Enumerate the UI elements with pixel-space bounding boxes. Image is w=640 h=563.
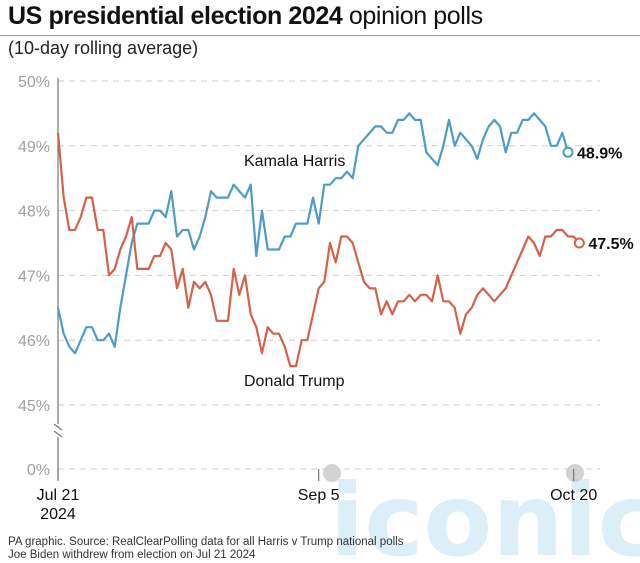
- y-axis-break: [53, 423, 63, 438]
- harris-line: [56, 112, 570, 355]
- biden-note: Joe Biden withdrew from election on Jul …: [8, 549, 256, 561]
- watermark-dot: [323, 464, 341, 482]
- series-end-label: 47.5%: [588, 236, 633, 253]
- x-tick-label: Oct 20: [550, 487, 597, 504]
- series-end-label: 48.9%: [577, 145, 622, 162]
- series-lines: 48.9% Kamala Harris 47.5% Donald Trump: [56, 112, 634, 390]
- gridlines: [58, 80, 600, 470]
- title-rule: [0, 35, 640, 36]
- trump-end-marker: [573, 237, 585, 249]
- y-tick-label: 48%: [18, 204, 50, 221]
- title-light: opinion polls: [342, 2, 483, 30]
- title-bold: US presidential election 2024: [8, 2, 343, 30]
- y-tick-label: 0%: [27, 462, 50, 479]
- y-tick-label: 50%: [18, 74, 50, 91]
- source-note: PA graphic. Source: RealClearPolling dat…: [8, 536, 404, 548]
- series-name-label: Donald Trump: [244, 373, 345, 390]
- x-tick-label: Jul 21: [37, 487, 80, 504]
- y-tick-label: 45%: [18, 398, 50, 415]
- watermark-dot: [566, 464, 584, 482]
- harris-end-marker: [562, 146, 574, 158]
- trump-line: [56, 132, 581, 368]
- y-tick-label: 47%: [18, 268, 50, 285]
- series-name-label: Kamala Harris: [244, 153, 345, 170]
- x-tick-label: 2024: [40, 506, 76, 523]
- x-tick-label: Sep 5: [298, 487, 340, 504]
- chart-title: US presidential election 2024 opinion po…: [8, 2, 483, 31]
- chart-subtitle: (10-day rolling average): [8, 38, 199, 58]
- y-axis-tick-labels: 50% 49% 48% 47% 46% 45% 0%: [18, 74, 50, 479]
- y-tick-label: 46%: [18, 333, 50, 350]
- y-tick-label: 49%: [18, 139, 50, 156]
- watermark-text: iconic: [330, 462, 640, 563]
- watermark-logo: iconic: [323, 462, 640, 563]
- x-axis-tick-labels: Jul 21 2024 Sep 5 Oct 20: [37, 469, 597, 523]
